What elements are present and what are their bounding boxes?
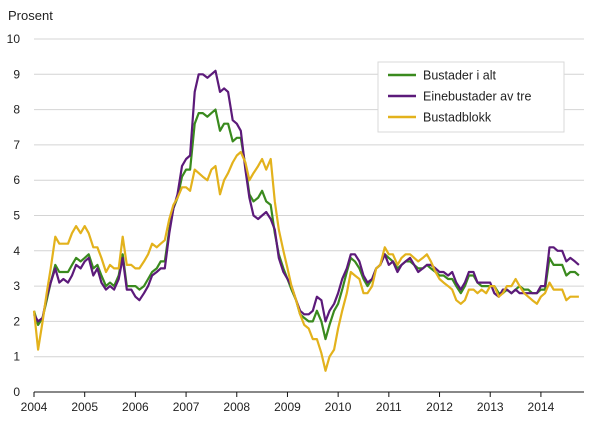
legend: Bustader i alt Einebustader av tre Bustadb… (377, 61, 565, 133)
legend-label: Einebustader av tre (423, 90, 531, 104)
series-line-1 (32, 108, 580, 341)
x-axis: 2004 2005 2006 2007 2008 2009 2010 2011 2012 2013… (21, 391, 584, 414)
series-line-3 (32, 150, 579, 372)
y-tick-label: 8 (13, 103, 20, 117)
y-tick-label: 2 (13, 314, 20, 328)
y-tick-label: 1 (13, 350, 20, 364)
legend-label: Bustadblokk (423, 111, 492, 125)
x-tick-label: 2004 (21, 400, 48, 414)
y-tick-labels: 0 1 2 3 4 5 6 7 8 9 10 (7, 32, 21, 399)
x-tick-label: 2008 (223, 400, 250, 414)
series-line-2 (33, 69, 580, 323)
x-tick-label: 2011 (376, 400, 402, 414)
y-axis-label: Prosent (8, 8, 53, 23)
x-tick-label: 2005 (71, 400, 98, 414)
x-tick-label: 2013 (477, 400, 504, 414)
x-tick-label: 2009 (274, 400, 301, 414)
x-tick-label: 2010 (325, 400, 352, 414)
y-tick-label: 5 (13, 209, 20, 223)
x-tick-label: 2012 (426, 400, 453, 414)
x-tick-label: 2007 (173, 400, 200, 414)
y-tick-label: 4 (13, 244, 20, 258)
y-tick-label: 10 (7, 32, 21, 46)
y-tick-label: 0 (13, 385, 20, 399)
y-tick-label: 7 (13, 138, 20, 152)
x-tick-label: 2006 (122, 400, 149, 414)
x-tick-label: 2014 (528, 400, 555, 414)
y-tick-label: 6 (13, 173, 20, 187)
y-tick-label: 9 (13, 67, 20, 81)
series-lines (32, 69, 580, 372)
y-tick-label: 3 (13, 279, 20, 293)
legend-label: Bustader i alt (423, 69, 496, 83)
